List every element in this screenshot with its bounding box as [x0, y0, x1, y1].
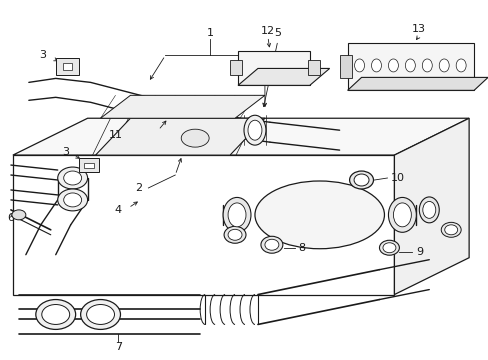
Ellipse shape: [371, 59, 381, 72]
Ellipse shape: [58, 189, 87, 211]
Ellipse shape: [227, 203, 245, 227]
Polygon shape: [83, 163, 93, 168]
Polygon shape: [229, 60, 242, 75]
Ellipse shape: [387, 59, 398, 72]
Ellipse shape: [419, 197, 438, 223]
Ellipse shape: [455, 59, 465, 72]
Ellipse shape: [181, 129, 209, 147]
Ellipse shape: [422, 59, 431, 72]
Ellipse shape: [353, 174, 368, 186]
Polygon shape: [56, 58, 79, 75]
Text: 10: 10: [389, 173, 404, 183]
Polygon shape: [13, 155, 394, 294]
Ellipse shape: [63, 193, 81, 207]
Ellipse shape: [349, 171, 373, 189]
Text: 12: 12: [260, 26, 274, 36]
Polygon shape: [347, 77, 487, 90]
Ellipse shape: [261, 236, 282, 253]
Ellipse shape: [244, 115, 265, 145]
Polygon shape: [101, 95, 264, 118]
Ellipse shape: [379, 240, 399, 255]
Ellipse shape: [224, 226, 245, 243]
Text: 5: 5: [274, 28, 281, 37]
Polygon shape: [95, 118, 264, 155]
Text: 2: 2: [135, 183, 142, 193]
Ellipse shape: [86, 305, 114, 324]
Ellipse shape: [227, 229, 242, 240]
Polygon shape: [394, 118, 468, 294]
Ellipse shape: [422, 201, 435, 219]
Ellipse shape: [81, 300, 120, 329]
Text: 13: 13: [411, 24, 426, 33]
Ellipse shape: [440, 222, 460, 237]
Polygon shape: [238, 68, 329, 85]
Ellipse shape: [438, 59, 448, 72]
Text: 7: 7: [115, 342, 122, 352]
Ellipse shape: [247, 120, 262, 140]
Ellipse shape: [444, 225, 457, 235]
Text: 6: 6: [7, 213, 14, 223]
Ellipse shape: [393, 203, 410, 227]
Polygon shape: [307, 60, 319, 75]
Text: 9: 9: [415, 247, 422, 257]
Ellipse shape: [405, 59, 414, 72]
Text: 1: 1: [206, 28, 213, 37]
Ellipse shape: [264, 239, 278, 250]
Text: 4: 4: [115, 205, 122, 215]
Ellipse shape: [254, 181, 384, 249]
Polygon shape: [62, 63, 72, 71]
Ellipse shape: [387, 197, 415, 232]
Polygon shape: [79, 158, 99, 172]
Ellipse shape: [41, 305, 69, 324]
Polygon shape: [238, 50, 309, 85]
Ellipse shape: [223, 197, 250, 232]
Text: 3: 3: [62, 147, 69, 157]
Text: 11: 11: [108, 130, 122, 140]
Ellipse shape: [63, 171, 81, 185]
Text: 3: 3: [39, 50, 46, 60]
Text: 8: 8: [298, 243, 305, 253]
Polygon shape: [13, 118, 468, 155]
Ellipse shape: [58, 167, 87, 189]
Polygon shape: [339, 55, 351, 78]
Ellipse shape: [12, 210, 26, 220]
Ellipse shape: [354, 59, 364, 72]
Ellipse shape: [36, 300, 76, 329]
Ellipse shape: [382, 243, 395, 253]
Polygon shape: [347, 42, 473, 90]
